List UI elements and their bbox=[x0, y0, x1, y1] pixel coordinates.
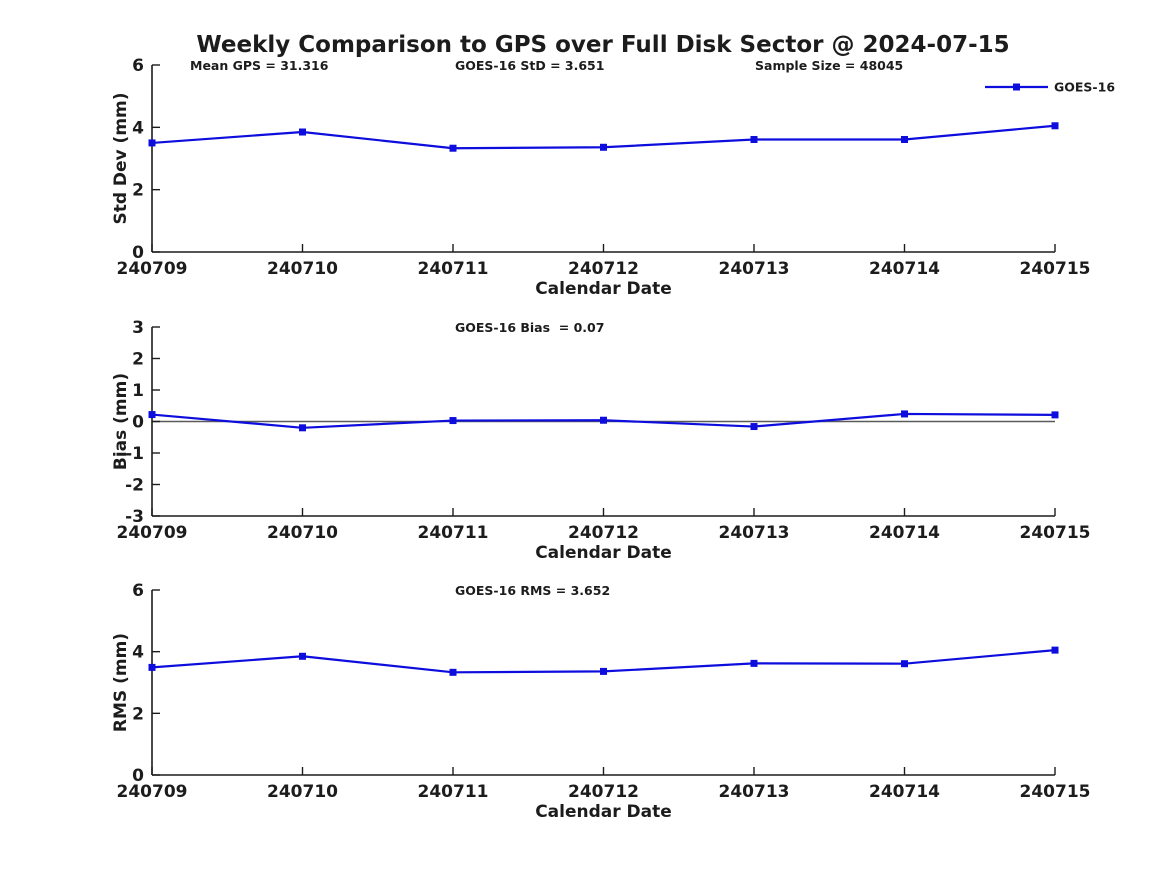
y-tick-label: 6 bbox=[132, 56, 144, 76]
x-tick-label: 240711 bbox=[418, 782, 489, 802]
legend-marker bbox=[1013, 83, 1020, 91]
y-tick-label: -3 bbox=[125, 507, 144, 527]
y-axis-label: Bias (mm) bbox=[111, 373, 131, 470]
y-axis-label: Std Dev (mm) bbox=[111, 92, 131, 224]
data-point-marker bbox=[299, 424, 306, 432]
x-axis-label: Calendar Date bbox=[535, 279, 672, 299]
y-tick-label: 0 bbox=[132, 243, 144, 263]
y-axis-label: RMS (mm) bbox=[111, 633, 131, 732]
data-point-marker bbox=[600, 143, 607, 151]
subplot-annotation: GOES-16 StD = 3.651 bbox=[455, 58, 604, 73]
y-tick-label: 0 bbox=[132, 413, 144, 433]
x-tick-label: 240713 bbox=[719, 782, 790, 802]
data-point-marker bbox=[449, 144, 457, 152]
y-tick-label: 0 bbox=[132, 766, 144, 786]
x-tick-label: 240715 bbox=[1020, 523, 1091, 543]
subplot-annotation: GOES-16 Bias = 0.07 bbox=[455, 320, 604, 335]
data-point-marker bbox=[901, 660, 908, 668]
y-tick-label: 6 bbox=[132, 581, 144, 601]
data-point-marker bbox=[1051, 646, 1059, 654]
subplot-annotation: Mean GPS = 31.316 bbox=[190, 58, 329, 73]
x-tick-label: 240709 bbox=[117, 259, 188, 279]
x-axis-label: Calendar Date bbox=[535, 543, 672, 563]
data-point-marker bbox=[901, 135, 908, 143]
x-tick-label: 240709 bbox=[117, 782, 188, 802]
x-tick-label: 240712 bbox=[568, 523, 639, 543]
subplot-annotation: Sample Size = 48045 bbox=[755, 58, 903, 73]
data-point-marker bbox=[1051, 122, 1059, 130]
x-tick-label: 240712 bbox=[568, 259, 639, 279]
y-tick-label: -2 bbox=[125, 476, 144, 496]
y-tick-label: -1 bbox=[125, 444, 144, 464]
y-tick-label: 2 bbox=[132, 181, 144, 201]
data-point-marker bbox=[600, 416, 607, 424]
chart-title: Weekly Comparison to GPS over Full Disk … bbox=[196, 32, 1009, 58]
data-point-marker bbox=[148, 139, 156, 147]
x-tick-label: 240713 bbox=[719, 259, 790, 279]
data-point-marker bbox=[901, 410, 908, 418]
data-point-marker bbox=[148, 663, 156, 671]
x-tick-label: 240715 bbox=[1020, 782, 1091, 802]
x-tick-label: 240714 bbox=[869, 782, 940, 802]
x-tick-label: 240715 bbox=[1020, 259, 1091, 279]
data-point-marker bbox=[148, 411, 156, 419]
x-tick-label: 240714 bbox=[869, 259, 940, 279]
data-point-marker bbox=[299, 128, 306, 136]
x-tick-label: 240709 bbox=[117, 523, 188, 543]
y-tick-label: 4 bbox=[132, 118, 144, 138]
subplot-annotation: GOES-16 RMS = 3.652 bbox=[455, 583, 610, 598]
data-point-marker bbox=[750, 135, 758, 143]
data-point-marker bbox=[600, 667, 607, 675]
y-tick-label: 2 bbox=[132, 704, 144, 724]
data-point-marker bbox=[449, 668, 457, 676]
legend-label: GOES-16 bbox=[1054, 80, 1115, 95]
y-tick-label: 4 bbox=[132, 643, 144, 663]
y-tick-label: 3 bbox=[132, 318, 144, 338]
data-point-marker bbox=[299, 652, 306, 660]
data-point-marker bbox=[750, 423, 758, 431]
y-tick-label: 1 bbox=[132, 381, 144, 401]
x-tick-label: 240710 bbox=[267, 782, 338, 802]
x-tick-label: 240711 bbox=[418, 259, 489, 279]
x-tick-label: 240710 bbox=[267, 259, 338, 279]
data-point-marker bbox=[750, 659, 758, 667]
data-point-marker bbox=[449, 417, 457, 425]
x-tick-label: 240710 bbox=[267, 523, 338, 543]
x-tick-label: 240711 bbox=[418, 523, 489, 543]
x-tick-label: 240713 bbox=[719, 523, 790, 543]
y-tick-label: 2 bbox=[132, 350, 144, 370]
x-tick-label: 240712 bbox=[568, 782, 639, 802]
x-axis-label: Calendar Date bbox=[535, 802, 672, 822]
data-point-marker bbox=[1051, 411, 1059, 419]
x-tick-label: 240714 bbox=[869, 523, 940, 543]
